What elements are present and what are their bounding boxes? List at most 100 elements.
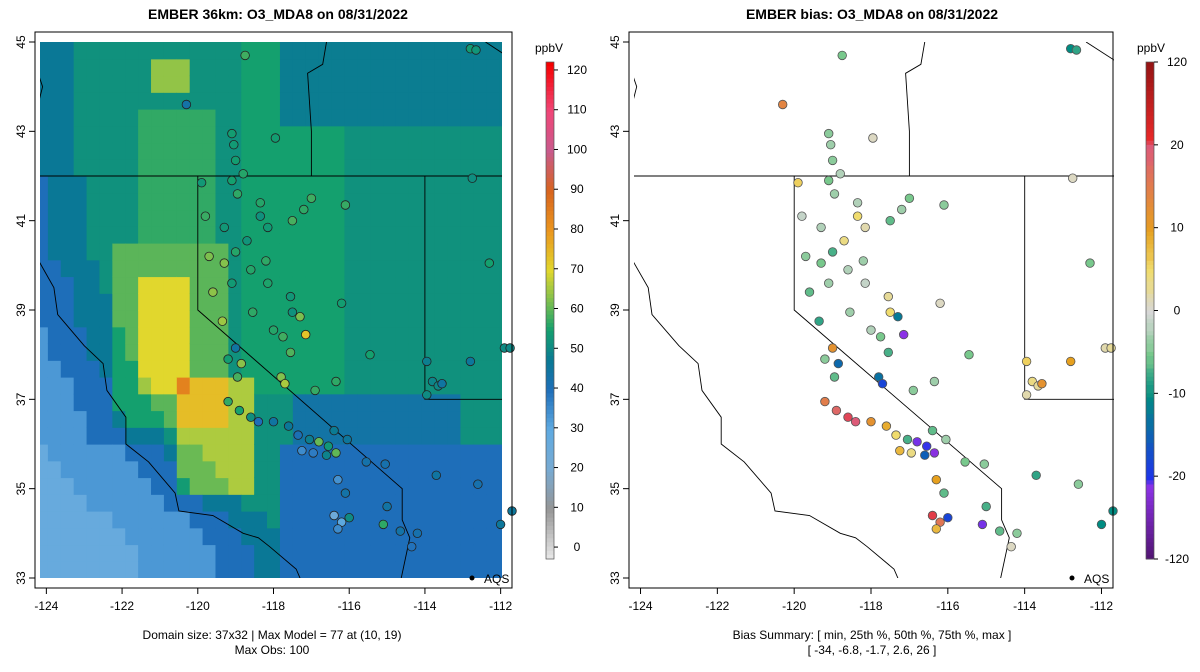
- colorbar-segment: [1146, 509, 1154, 514]
- colorbar-segment: [546, 430, 554, 436]
- heatmap-cell: [395, 494, 410, 512]
- heatmap-cell: [318, 410, 333, 428]
- heatmap-cell: [279, 125, 294, 144]
- heatmap-cell: [163, 192, 178, 211]
- heatmap-cell: [267, 444, 281, 462]
- heatmap-cell: [40, 494, 49, 512]
- heatmap-cell: [202, 343, 217, 361]
- heatmap-cell: [344, 527, 358, 546]
- heatmap-cell: [151, 58, 165, 77]
- heatmap-cell: [434, 444, 449, 462]
- heatmap-cell: [279, 142, 294, 160]
- heatmap-cell: [215, 276, 229, 294]
- heatmap-cell: [47, 293, 62, 311]
- heatmap-cell: [395, 243, 410, 261]
- observation-point: [255, 198, 265, 208]
- heatmap-cell: [499, 125, 502, 144]
- heatmap-cell: [73, 176, 88, 194]
- heatmap-cell: [447, 310, 462, 328]
- heatmap-cell: [486, 444, 500, 462]
- heatmap-cell: [486, 460, 500, 479]
- heatmap-cell: [176, 75, 191, 93]
- heatmap-cell: [47, 494, 62, 512]
- heatmap-cell: [499, 326, 502, 345]
- colorbar-segment: [1146, 492, 1154, 498]
- y-tick-label: 39: [14, 303, 28, 317]
- observation-point: [380, 459, 390, 469]
- right-map-outline: [634, 42, 1114, 578]
- heatmap-cell: [331, 544, 345, 562]
- heatmap-cell: [292, 42, 307, 60]
- colorbar-segment: [1146, 256, 1154, 262]
- colorbar-segment: [546, 418, 554, 423]
- heatmap-cell: [151, 444, 165, 462]
- colorbar-segment: [1146, 405, 1154, 411]
- heatmap-cell: [408, 494, 423, 512]
- heatmap-cell: [305, 527, 320, 546]
- heatmap-cell: [447, 42, 462, 60]
- heatmap-cell: [434, 42, 449, 60]
- heatmap-cell: [47, 176, 62, 194]
- heatmap-cell: [125, 209, 139, 227]
- heatmap-cell: [202, 326, 217, 345]
- heatmap-cell: [499, 527, 502, 546]
- heatmap-cell: [189, 226, 204, 244]
- colorbar-segment: [546, 426, 554, 432]
- heatmap-cell: [267, 109, 281, 127]
- heatmap-cell: [421, 293, 436, 311]
- heatmap-cell: [305, 310, 320, 328]
- colorbar-segment: [546, 434, 554, 440]
- heatmap-cell: [254, 75, 268, 93]
- colorbar-segment: [1146, 356, 1154, 361]
- heatmap-cell: [344, 544, 358, 562]
- heatmap-cell: [112, 142, 126, 160]
- heatmap-cell: [267, 92, 281, 110]
- heatmap-cell: [47, 259, 62, 278]
- heatmap-cell: [99, 343, 113, 361]
- coastline: [634, 77, 899, 578]
- heatmap-cell: [86, 343, 101, 361]
- heatmap-cell: [344, 226, 358, 244]
- heatmap-cell: [383, 159, 397, 177]
- bias-point: [1096, 519, 1107, 530]
- heatmap-cell: [40, 58, 49, 77]
- heatmap-cell: [112, 326, 126, 345]
- heatmap-cell: [40, 310, 49, 328]
- heatmap-cell: [421, 310, 436, 328]
- heatmap-cell: [163, 226, 178, 244]
- heatmap-cell: [163, 544, 178, 562]
- heatmap-cell: [499, 159, 502, 177]
- heatmap-cell: [151, 176, 165, 194]
- heatmap-cell: [151, 511, 165, 529]
- heatmap-cell: [151, 410, 165, 428]
- heatmap-cell: [73, 511, 88, 529]
- bias-point: [820, 354, 830, 364]
- heatmap-cell: [60, 243, 75, 261]
- heatmap-cell: [189, 259, 204, 278]
- bias-point: [845, 307, 855, 317]
- observation-point: [331, 448, 341, 458]
- heatmap-cell: [241, 192, 255, 211]
- heatmap-cell: [395, 176, 410, 194]
- observation-point: [232, 189, 243, 199]
- heatmap-cell: [228, 326, 242, 345]
- heatmap-cell: [215, 58, 229, 77]
- heatmap-cell: [344, 75, 358, 93]
- colorbar-segment: [1146, 546, 1154, 552]
- colorbar-segment: [546, 335, 554, 340]
- heatmap-cell: [163, 159, 178, 177]
- heatmap-cell: [60, 561, 75, 578]
- observation-point: [270, 133, 281, 143]
- observation-point: [344, 513, 354, 523]
- heatmap-cell: [189, 276, 204, 294]
- observation-point: [340, 488, 351, 498]
- heatmap-cell: [112, 75, 126, 93]
- observation-point: [361, 457, 372, 467]
- bias-point: [816, 222, 826, 233]
- heatmap-cell: [434, 561, 449, 578]
- colorbar-segment: [1146, 347, 1154, 353]
- bias-point: [1012, 528, 1022, 539]
- heatmap-cell: [447, 293, 462, 311]
- heatmap-cell: [202, 494, 217, 512]
